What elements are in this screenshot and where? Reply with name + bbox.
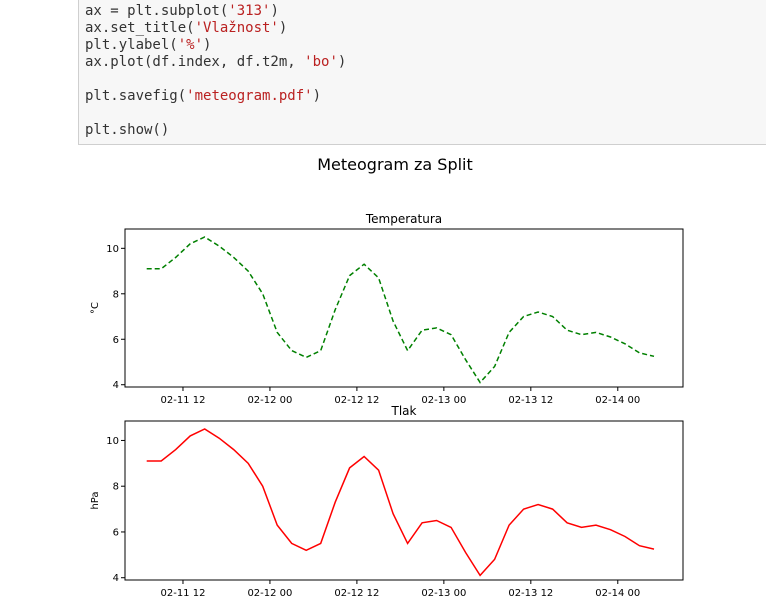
x-tick-label: 02-13 12 xyxy=(508,395,553,406)
code-cell: ax = plt.subplot('313') ax.set_title('Vla… xyxy=(78,0,766,145)
code-token: plt.show() xyxy=(85,122,170,138)
x-tick-label: 02-14 00 xyxy=(595,588,640,599)
axes-title: Tlak xyxy=(391,404,417,418)
code-line: plt.ylabel('%') xyxy=(85,37,211,54)
x-tick-label: 02-13 00 xyxy=(421,588,466,599)
x-tick-label: 02-13 12 xyxy=(508,588,553,599)
code-token: ax = plt.subplot( xyxy=(85,3,229,19)
y-tick-label: 8 xyxy=(113,482,119,493)
y-tick-label: 6 xyxy=(113,335,119,346)
code-token: ) xyxy=(270,3,279,19)
data-line xyxy=(146,428,655,577)
code-token: ) xyxy=(337,54,347,70)
code-token: plt.savefig( xyxy=(85,88,187,104)
code-token: plt.ylabel( xyxy=(85,37,178,53)
x-tick-label: 02-12 00 xyxy=(247,588,292,599)
y-axis-label: hPa xyxy=(90,491,101,509)
code-token: ax.set_title( xyxy=(85,20,195,36)
x-tick-label: 02-12 12 xyxy=(334,588,379,599)
data-line xyxy=(146,236,655,384)
suptitle: Meteogram za Split xyxy=(317,155,473,174)
code-token: 'meteogram.pdf' xyxy=(186,88,313,104)
code-token: '%' xyxy=(177,37,204,53)
code-line: ax.plot(df.index, df.t2m, 'bo') xyxy=(85,54,346,71)
x-tick-label: 02-13 00 xyxy=(421,395,466,406)
code-token: ) xyxy=(278,20,288,36)
y-tick-label: 6 xyxy=(113,527,119,538)
x-tick-label: 02-12 00 xyxy=(247,395,292,406)
code-token: 'Vlažnost' xyxy=(194,20,279,36)
x-tick-label: 02-14 00 xyxy=(595,395,640,406)
x-tick-label: 02-12 12 xyxy=(334,395,379,406)
code-line: ax = plt.subplot('313') xyxy=(85,3,279,20)
code-token: ) xyxy=(312,88,322,104)
x-tick-label: 02-11 12 xyxy=(160,395,205,406)
x-tick-label: 02-11 12 xyxy=(160,588,205,599)
code-token: 'bo' xyxy=(304,54,338,70)
code-token: '313' xyxy=(228,3,271,19)
code-token: ax.plot(df.index, df.t2m, xyxy=(85,54,305,70)
y-tick-label: 8 xyxy=(113,289,119,300)
code-line: plt.savefig('meteogram.pdf') xyxy=(85,88,321,105)
code-token: ) xyxy=(203,37,212,53)
y-tick-label: 10 xyxy=(106,244,119,255)
axes-frame xyxy=(124,228,684,388)
code-line: ax.set_title('Vlažnost') xyxy=(85,20,287,37)
y-tick-label: 4 xyxy=(113,380,119,391)
y-tick-label: 10 xyxy=(106,436,119,447)
code-line: plt.show() xyxy=(85,122,169,139)
axes-frame xyxy=(124,420,684,581)
axes-title: Temperatura xyxy=(365,212,442,226)
y-axis-label: °C xyxy=(90,302,101,314)
y-tick-label: 4 xyxy=(113,573,119,584)
